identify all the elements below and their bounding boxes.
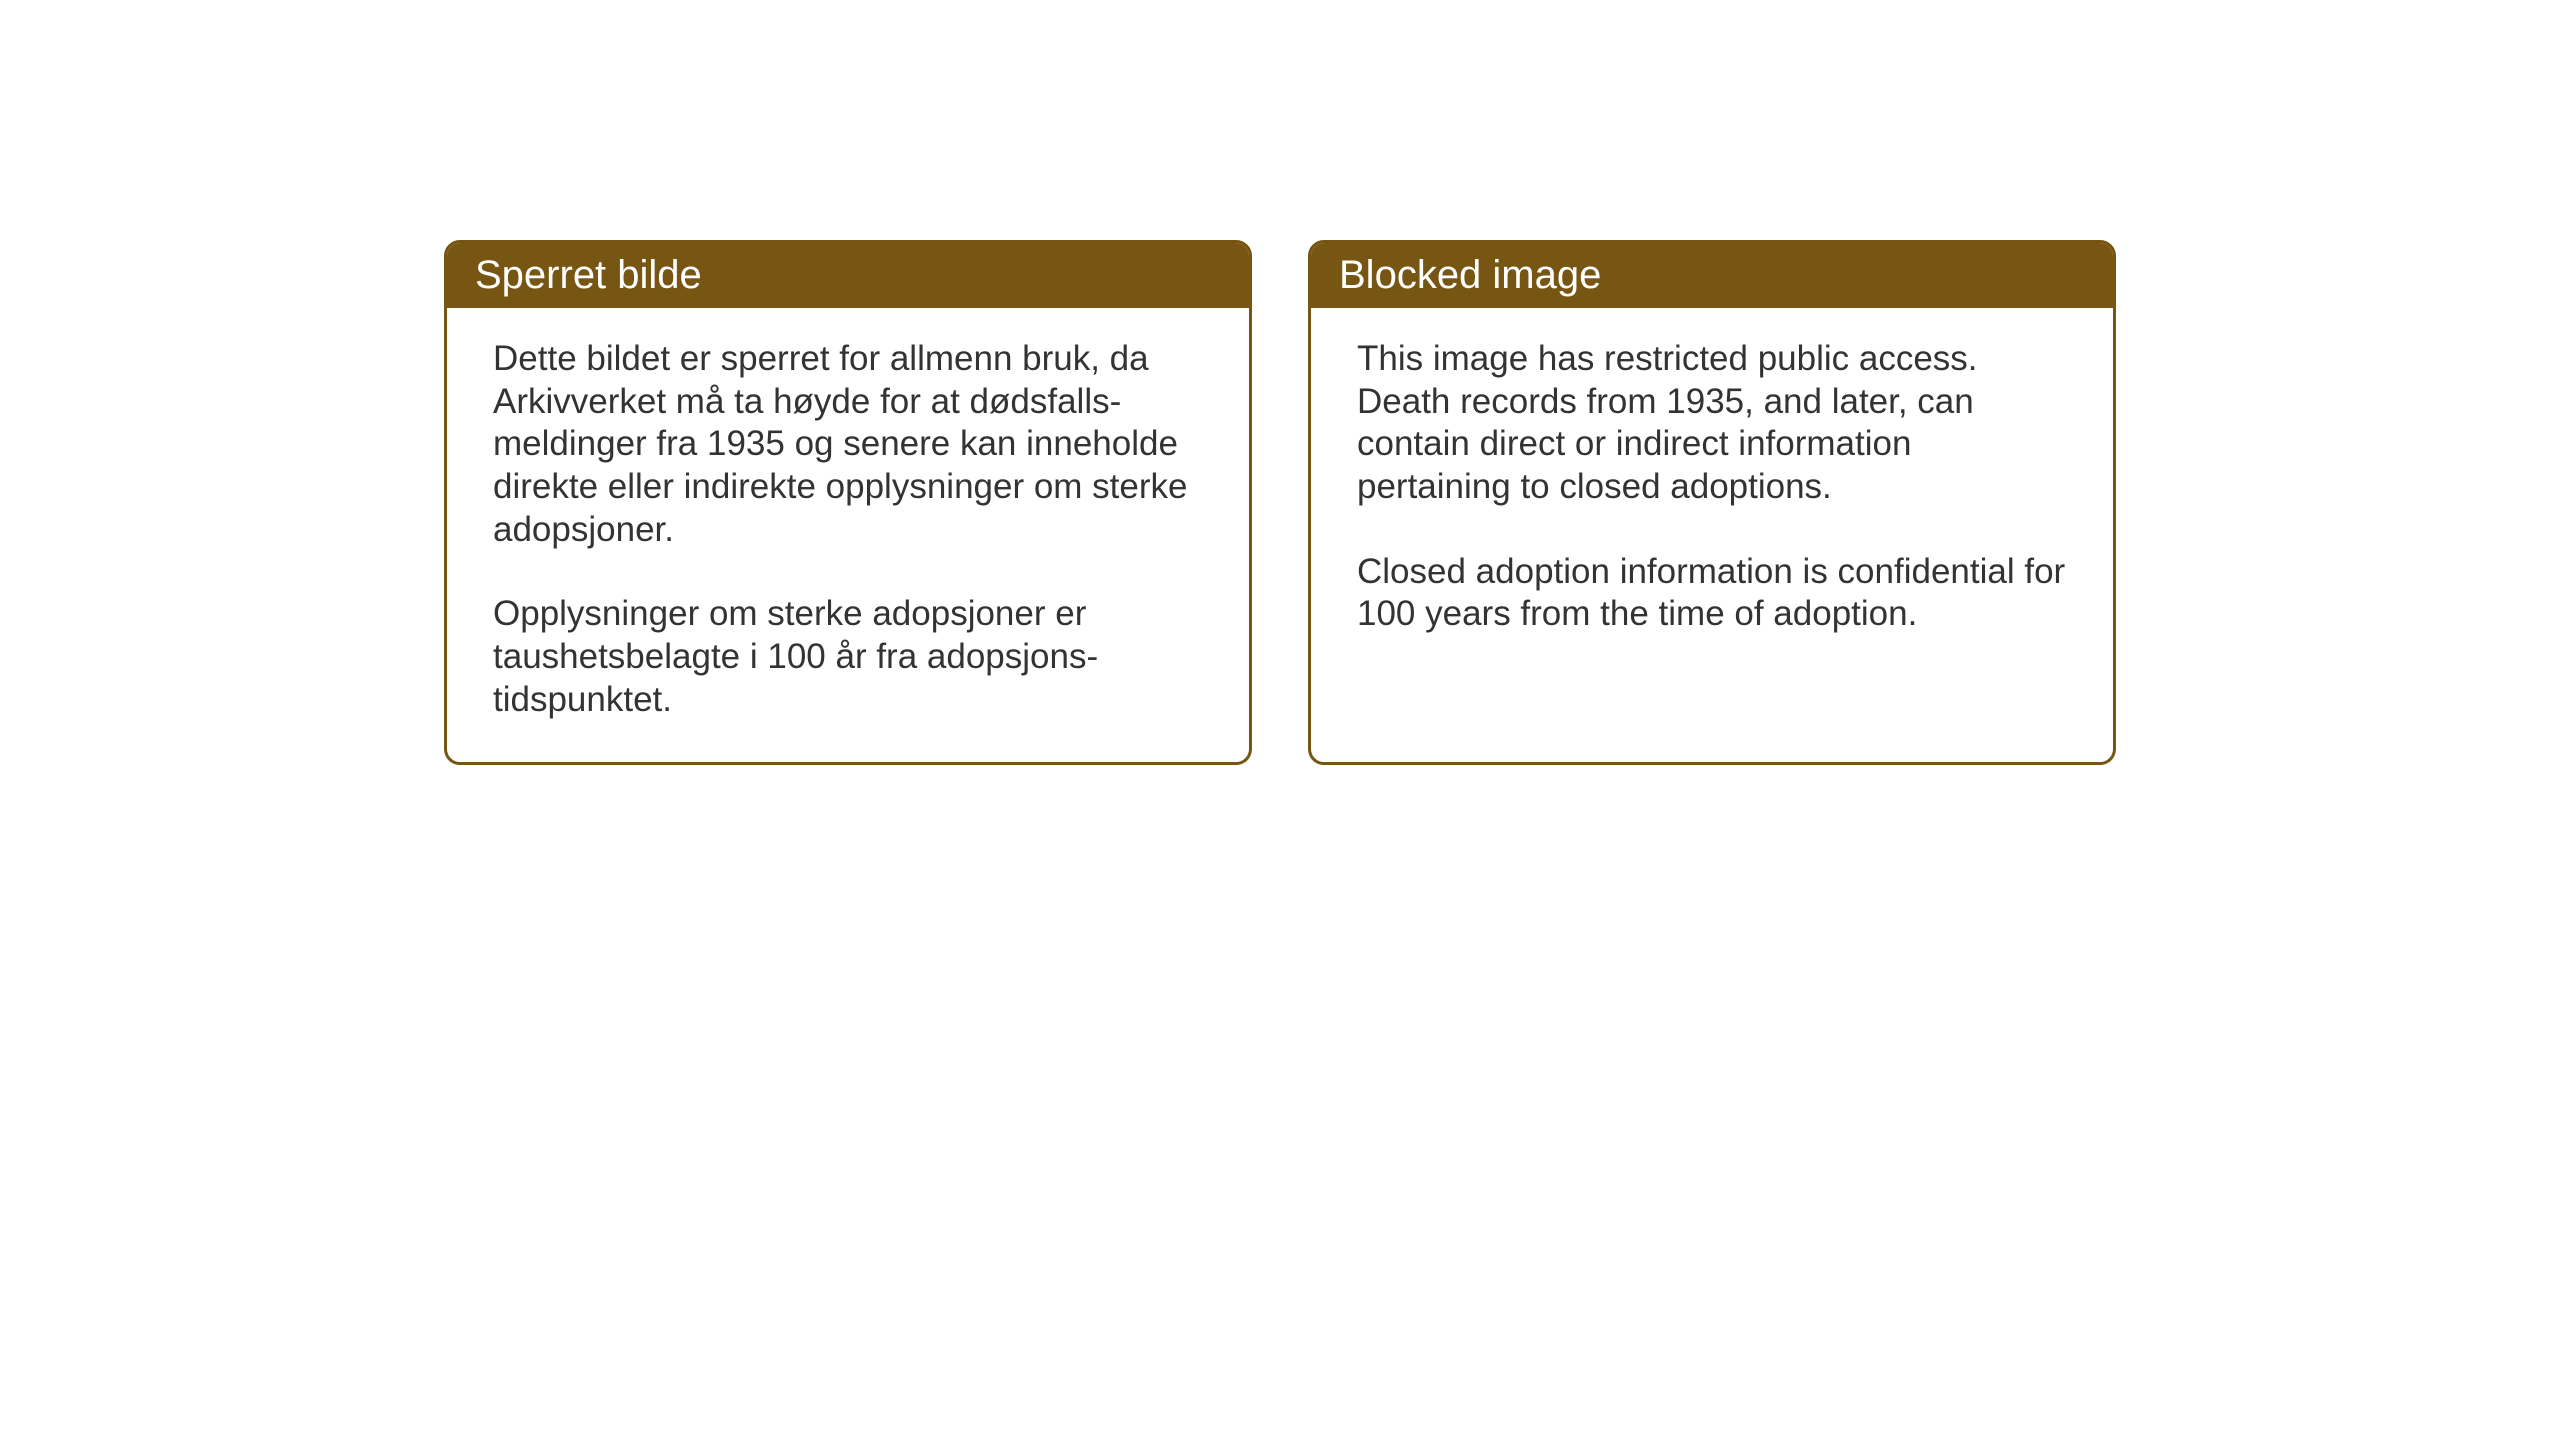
card-paragraph-norwegian-1: Dette bildet er sperret for allmenn bruk… — [493, 338, 1203, 551]
card-paragraph-english-1: This image has restricted public access.… — [1357, 338, 2067, 509]
card-paragraph-norwegian-2: Opplysninger om sterke adopsjoner er tau… — [493, 593, 1203, 721]
notice-card-norwegian: Sperret bilde Dette bildet er sperret fo… — [444, 240, 1252, 765]
card-body-norwegian: Dette bildet er sperret for allmenn bruk… — [447, 308, 1249, 762]
notice-container: Sperret bilde Dette bildet er sperret fo… — [444, 240, 2116, 765]
card-paragraph-english-2: Closed adoption information is confident… — [1357, 551, 2067, 636]
notice-card-english: Blocked image This image has restricted … — [1308, 240, 2116, 765]
card-header-english: Blocked image — [1311, 243, 2113, 308]
card-body-english: This image has restricted public access.… — [1311, 308, 2113, 748]
card-title-english: Blocked image — [1339, 253, 1601, 297]
card-title-norwegian: Sperret bilde — [475, 253, 702, 297]
card-header-norwegian: Sperret bilde — [447, 243, 1249, 308]
